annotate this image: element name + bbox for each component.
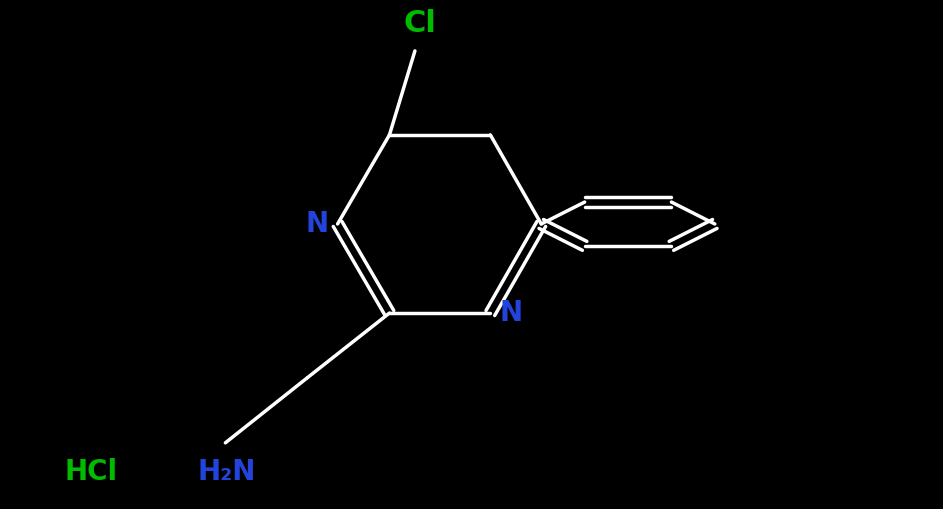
- Text: HCl: HCl: [64, 458, 117, 486]
- Text: H₂N: H₂N: [197, 458, 256, 486]
- Text: N: N: [500, 299, 523, 327]
- Text: Cl: Cl: [404, 9, 436, 38]
- Text: N: N: [305, 210, 328, 238]
